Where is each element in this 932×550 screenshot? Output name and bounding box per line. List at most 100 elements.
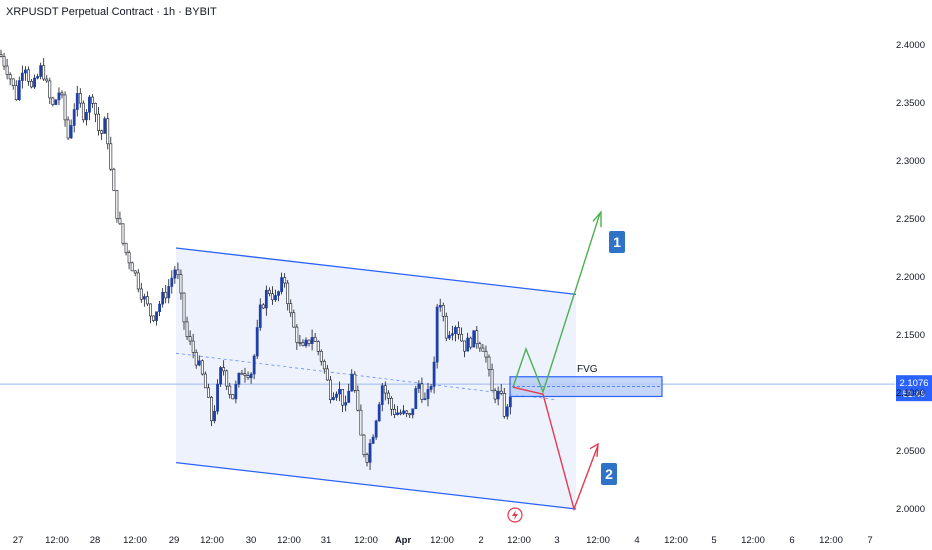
x-tick-label: 12:00 bbox=[586, 535, 610, 546]
candles bbox=[0, 49, 512, 471]
candle bbox=[216, 379, 219, 415]
x-tick-label: 12:00 bbox=[354, 535, 378, 546]
candle-body bbox=[316, 341, 320, 352]
scenario-1-badge[interactable]: 1 bbox=[609, 231, 625, 253]
candle-body bbox=[277, 291, 280, 296]
x-tick-label: 3 bbox=[554, 535, 559, 546]
chart-title: XRPUSDT Perpetual Contract · 1h · BYBIT bbox=[6, 6, 217, 18]
candle-body bbox=[85, 112, 88, 121]
candle bbox=[496, 386, 500, 406]
candle-body bbox=[75, 93, 79, 110]
candle-body bbox=[197, 360, 201, 366]
candle bbox=[472, 330, 476, 348]
candle bbox=[185, 316, 189, 340]
candle-body bbox=[347, 390, 351, 403]
candle bbox=[377, 401, 381, 422]
candle bbox=[158, 301, 162, 317]
candle bbox=[350, 369, 354, 392]
candle-body bbox=[23, 69, 27, 74]
candle bbox=[142, 293, 146, 307]
candle-body bbox=[466, 337, 470, 352]
channel-lower-line bbox=[175, 461, 577, 510]
candle bbox=[164, 284, 168, 304]
candle bbox=[222, 360, 226, 376]
candle bbox=[72, 103, 76, 133]
candle bbox=[298, 334, 302, 347]
y-tick-label: 2.4000 bbox=[896, 40, 925, 51]
candle bbox=[292, 309, 296, 328]
candle-body bbox=[393, 408, 396, 415]
last-price-value: 2.1076 bbox=[899, 378, 928, 389]
candle bbox=[368, 439, 372, 471]
candle bbox=[207, 383, 210, 398]
candle-body bbox=[341, 389, 345, 406]
candle-body bbox=[194, 352, 198, 366]
candle bbox=[310, 329, 314, 351]
candle bbox=[69, 119, 73, 140]
candle-body bbox=[106, 118, 110, 145]
candle bbox=[234, 380, 238, 404]
candle-body bbox=[115, 190, 119, 219]
candle-body bbox=[426, 389, 430, 400]
candle-body bbox=[338, 389, 341, 395]
candle bbox=[48, 77, 52, 105]
x-tick-label: 27 bbox=[13, 535, 24, 546]
candle-body bbox=[475, 330, 479, 345]
y-tick-label: 2.1000 bbox=[896, 388, 925, 399]
scenario-2-badge[interactable]: 2 bbox=[601, 463, 617, 485]
y-tick-label: 2.3000 bbox=[896, 156, 925, 167]
channel-upper-line bbox=[175, 247, 577, 296]
candle-body bbox=[234, 383, 238, 400]
candle bbox=[124, 242, 128, 256]
candle-body bbox=[417, 383, 421, 389]
candle-body bbox=[170, 277, 174, 287]
candle bbox=[432, 356, 436, 394]
candle-body bbox=[179, 274, 183, 294]
candle-body bbox=[97, 113, 101, 131]
candle bbox=[258, 298, 262, 331]
x-tick-label: 12:00 bbox=[200, 535, 224, 546]
lightning-icon[interactable] bbox=[507, 507, 523, 523]
candle bbox=[127, 250, 131, 270]
x-tick-label: 12:00 bbox=[45, 535, 69, 546]
channel-mid-line bbox=[175, 352, 557, 401]
candle bbox=[109, 136, 113, 172]
y-tick-label: 2.0000 bbox=[896, 504, 925, 515]
candle bbox=[325, 364, 329, 381]
candle-body bbox=[454, 327, 457, 334]
x-tick-label: 12:00 bbox=[819, 535, 843, 546]
candle-body bbox=[130, 262, 134, 272]
candle-body bbox=[200, 360, 204, 375]
candle-body bbox=[207, 387, 210, 398]
candle-body bbox=[429, 386, 433, 390]
candle bbox=[487, 354, 491, 377]
countdown-value: 51:49 bbox=[903, 389, 926, 399]
candle bbox=[408, 412, 412, 418]
candle bbox=[457, 321, 460, 340]
candle-body bbox=[304, 339, 308, 346]
candle-body bbox=[133, 270, 137, 274]
candle-body bbox=[405, 410, 409, 414]
candle-body bbox=[274, 295, 277, 301]
candle bbox=[332, 392, 335, 401]
candle-body bbox=[359, 409, 363, 436]
candle bbox=[380, 383, 384, 412]
candle-body bbox=[161, 291, 165, 305]
candle bbox=[136, 269, 140, 293]
candle bbox=[152, 315, 155, 323]
candle-body bbox=[353, 373, 357, 391]
candle bbox=[173, 265, 177, 284]
candle bbox=[91, 94, 94, 109]
candle-body bbox=[350, 373, 354, 392]
x-tick-label: 12:00 bbox=[664, 535, 688, 546]
candle-body bbox=[310, 337, 314, 345]
candle bbox=[264, 285, 268, 316]
candle-body bbox=[463, 340, 467, 352]
candle-body bbox=[57, 92, 61, 101]
candle bbox=[490, 363, 494, 392]
candle bbox=[271, 286, 274, 305]
x-tick-label: 12:00 bbox=[430, 535, 454, 546]
candle bbox=[402, 405, 406, 416]
candle bbox=[170, 270, 174, 294]
